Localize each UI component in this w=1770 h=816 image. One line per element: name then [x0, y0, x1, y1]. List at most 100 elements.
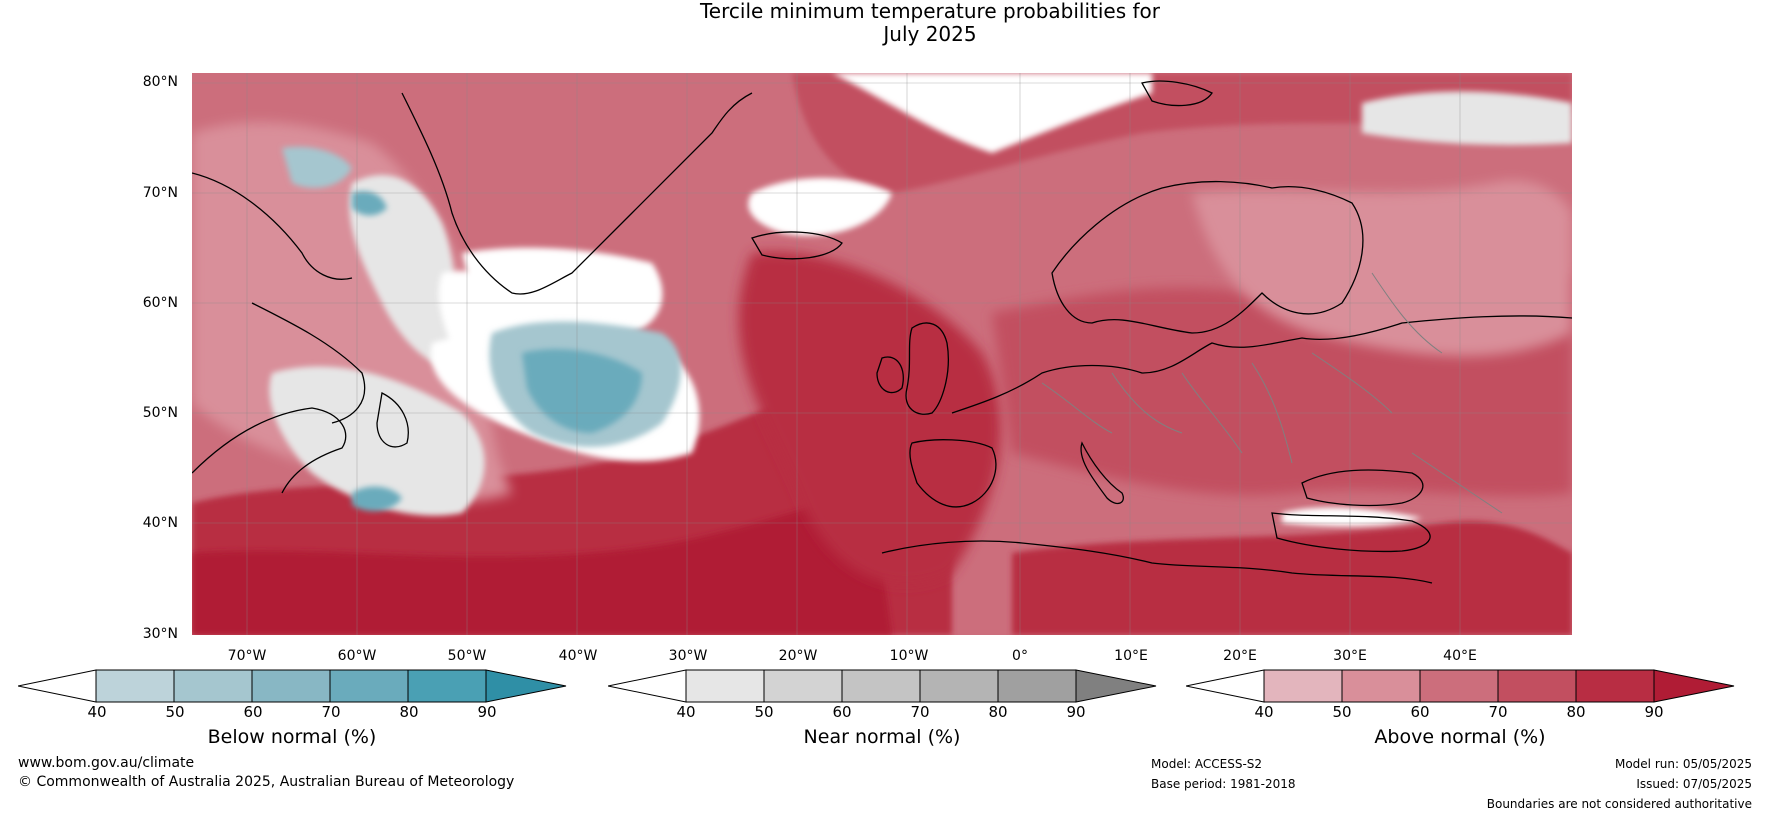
colorbar-tick: 70: [910, 703, 930, 721]
coastline-nova-scotia: [192, 407, 347, 494]
colorbar-tick: 70: [1488, 703, 1508, 721]
chart-title: Tercile minimum temperature probabilitie…: [0, 0, 1770, 46]
region-below-normal-hudson: [352, 191, 387, 216]
coastline-europe: [951, 315, 1572, 414]
lon-label: 60°W: [337, 648, 377, 664]
region-davis-strait: [349, 175, 472, 373]
colorbar-tick: 40: [87, 703, 107, 721]
coastline-svalbard: [1141, 80, 1213, 107]
colorbar-above-arrow-low: [1186, 669, 1265, 703]
colorbar-above-normal: [1186, 669, 1735, 703]
colorbar-tick: 60: [832, 703, 852, 721]
lon-label: 10°E: [1114, 648, 1148, 664]
footer-model-run: Model run: 05/05/2025: [1614, 757, 1752, 771]
region-newfoundland: [269, 366, 485, 516]
lon-label: 10°W: [889, 648, 929, 664]
colorbar-near-bin: [919, 669, 999, 703]
lat-label: 30°N: [142, 626, 178, 642]
colorbar-below-arrow-low: [18, 669, 97, 703]
lon-label: 40°W: [558, 648, 598, 664]
lon-label: 30°E: [1333, 648, 1367, 664]
region-below-normal-baffin: [282, 146, 352, 188]
lat-label: 60°N: [142, 295, 178, 311]
colorbar-below-arrow-high: [485, 669, 567, 703]
coastline-scandinavia: [1051, 180, 1364, 334]
footer-base-period: Base period: 1981-2018: [1151, 777, 1296, 791]
colorbar-title-above: Above normal (%): [1374, 726, 1546, 748]
region-below-normal-gulf: [352, 486, 402, 512]
colorbar-tick: 80: [988, 703, 1008, 721]
colorbar-above-bin: [1341, 669, 1421, 703]
colorbar-below-normal: [18, 669, 567, 703]
region-below-normal-core: [522, 349, 642, 433]
colorbar-title-below: Below normal (%): [207, 726, 377, 748]
lat-label: 50°N: [142, 405, 178, 421]
colorbar-tick: 60: [243, 703, 263, 721]
lon-label: 40°E: [1443, 648, 1477, 664]
region-mid-atlantic: [738, 251, 1001, 585]
lon-label: 30°W: [668, 648, 708, 664]
coastline-iceland: [751, 231, 843, 260]
lon-label: 70°W: [227, 648, 267, 664]
colorbar-tick: 90: [477, 703, 497, 721]
region-barents-white: [1362, 91, 1572, 145]
colorbar-near-bin: [685, 669, 765, 703]
region-north-atlantic-white: [462, 247, 663, 333]
lat-label: 40°N: [142, 515, 178, 531]
colorbar-below-bin: [95, 669, 175, 703]
coastline-britain: [905, 322, 949, 415]
coastline-black-sea: [1301, 469, 1424, 507]
colorbar-tick: 90: [1644, 703, 1664, 721]
lon-label: 0°: [1012, 648, 1028, 664]
lon-label: 20°E: [1223, 648, 1257, 664]
coastline-italy: [1080, 441, 1124, 505]
colorbar-tick: 50: [165, 703, 185, 721]
coastline-north-africa: [881, 540, 1433, 584]
colorbar-near-arrow-low: [608, 669, 687, 703]
colorbar-tick: 80: [399, 703, 419, 721]
colorbar-tick: 40: [676, 703, 696, 721]
colorbar-below-bin: [329, 669, 409, 703]
colorbar-above-bin: [1263, 669, 1343, 703]
lon-label: 20°W: [778, 648, 818, 664]
lon-label: 50°W: [447, 648, 487, 664]
colorbar-below-bin: [407, 669, 487, 703]
colorbar-near-normal: [608, 669, 1157, 703]
footer-model: Model: ACCESS-S2: [1151, 757, 1263, 771]
title-line-1: Tercile minimum temperature probabilitie…: [699, 0, 1161, 23]
footer-copyright: © Commonwealth of Australia 2025, Austra…: [18, 774, 515, 790]
colorbar-below-bin: [173, 669, 253, 703]
colorbar-near-bin: [841, 669, 921, 703]
colorbar-tick: 70: [321, 703, 341, 721]
colorbar-above-bin: [1419, 669, 1499, 703]
colorbar-tick: 50: [1332, 703, 1352, 721]
colorbar-tick: 60: [1410, 703, 1430, 721]
coastline-greenland: [401, 92, 753, 295]
lat-label: 70°N: [142, 185, 178, 201]
region-mediterranean: [1012, 520, 1572, 635]
coastline-iberia: [909, 439, 997, 508]
colorbar-tick: 40: [1254, 703, 1274, 721]
footer-website: www.bom.gov.au/climate: [18, 755, 195, 771]
region-arctic-white: [832, 73, 1152, 153]
region-northeast: [1192, 180, 1572, 357]
colorbar-above-arrow-high: [1653, 669, 1735, 703]
region-black-sea-near: [1282, 507, 1422, 527]
coastline-newfoundland: [376, 392, 409, 448]
probability-map: [192, 73, 1572, 635]
colorbar-near-bin: [997, 669, 1077, 703]
colorbar-tick: 50: [754, 703, 774, 721]
coastlines: [192, 80, 1572, 584]
coastline-baffin: [192, 172, 353, 280]
footer-issued: Issued: 07/05/2025: [1636, 777, 1752, 791]
colorbar-title-near: Near normal (%): [803, 726, 961, 748]
colorbar-near-bin: [763, 669, 843, 703]
colorbar-near-arrow-high: [1075, 669, 1157, 703]
country-borders: [1041, 272, 1503, 514]
coastline-labrador: [251, 302, 366, 424]
region-subtropic: [192, 493, 892, 635]
colorbar-above-bin: [1575, 669, 1655, 703]
footer-disclaimer: Boundaries are not considered authoritat…: [1486, 797, 1752, 811]
colorbar-tick: 80: [1566, 703, 1586, 721]
colorbar-above-bin: [1497, 669, 1577, 703]
